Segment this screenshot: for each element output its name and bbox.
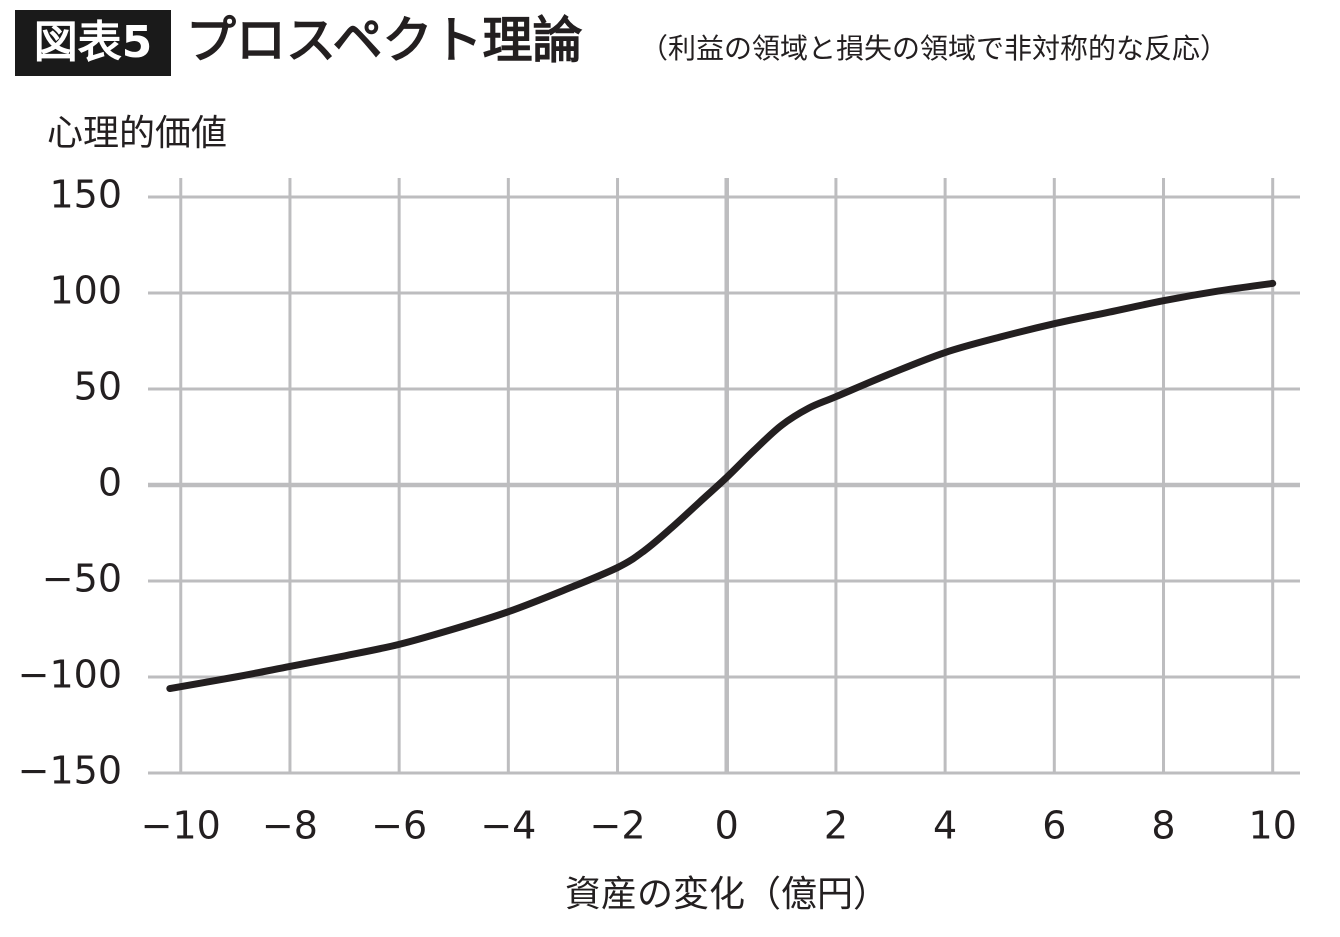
badge-box	[15, 10, 171, 76]
y-tick-label: 150	[49, 173, 122, 217]
y-tick-label: 50	[74, 365, 122, 409]
x-tick-label: −4	[480, 804, 536, 848]
x-tick-label: 8	[1151, 804, 1175, 848]
curve	[166, 279, 1277, 693]
badge: 図表5	[34, 17, 153, 68]
x-axis-label: 資産の変化（億円）	[565, 874, 889, 915]
x-tick-label: 0	[715, 804, 739, 848]
chart-subtitle: （利益の領域と損失の領域で非対称的な反応）	[640, 32, 1228, 65]
y-tick-label: −50	[42, 557, 122, 601]
y-tick-label: −150	[18, 749, 122, 793]
y-tick-label: 100	[49, 269, 122, 313]
y-axis-label: 心理的価値	[47, 113, 227, 154]
x-tick-label: −6	[371, 804, 427, 848]
x-tick-label: −8	[262, 804, 318, 848]
y-tick-label: 0	[98, 461, 122, 505]
x-tick-label: 6	[1042, 804, 1066, 848]
x-tick-label: 10	[1249, 804, 1297, 848]
x-tick-label: −2	[590, 804, 646, 848]
x-tick-label: −10	[141, 804, 221, 848]
x-tick-label: 2	[824, 804, 848, 848]
y-tick-label: −100	[18, 653, 122, 697]
x-tick-label: 4	[933, 804, 957, 848]
chart-title: プロスペクト理論	[186, 12, 583, 70]
